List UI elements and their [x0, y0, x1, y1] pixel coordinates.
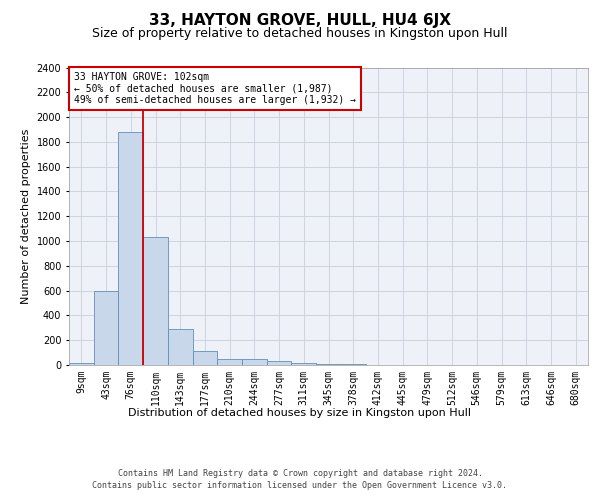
Text: Distribution of detached houses by size in Kingston upon Hull: Distribution of detached houses by size …	[128, 408, 472, 418]
Bar	[143, 238, 168, 365]
Text: Size of property relative to detached houses in Kingston upon Hull: Size of property relative to detached ho…	[92, 28, 508, 40]
Text: 33 HAYTON GROVE: 102sqm
← 50% of detached houses are smaller (1,987)
49% of semi: 33 HAYTON GROVE: 102sqm ← 50% of detache…	[74, 72, 356, 105]
Y-axis label: Number of detached properties: Number of detached properties	[21, 128, 31, 304]
Bar	[341, 364, 365, 365]
Text: 33, HAYTON GROVE, HULL, HU4 6JX: 33, HAYTON GROVE, HULL, HU4 6JX	[149, 12, 451, 28]
Bar	[217, 359, 242, 365]
Bar	[168, 329, 193, 365]
Bar	[316, 364, 341, 365]
Bar	[94, 290, 118, 365]
Bar	[118, 132, 143, 365]
Bar	[69, 362, 94, 365]
Text: Contains HM Land Registry data © Crown copyright and database right 2024.
Contai: Contains HM Land Registry data © Crown c…	[92, 468, 508, 490]
Bar	[292, 363, 316, 365]
Bar	[242, 360, 267, 365]
Bar	[193, 350, 217, 365]
Bar	[267, 362, 292, 365]
